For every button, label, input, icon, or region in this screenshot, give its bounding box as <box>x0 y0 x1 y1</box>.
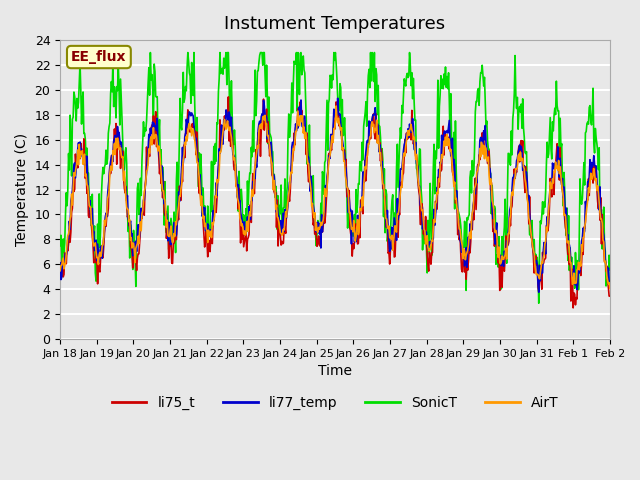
li75_t <box>570 305 577 311</box>
AirT <box>56 268 64 274</box>
SonicT <box>123 161 131 167</box>
SonicT <box>67 112 74 118</box>
Y-axis label: Temperature (C): Temperature (C) <box>15 133 29 246</box>
li75_t <box>208 233 216 239</box>
SonicT <box>403 73 410 79</box>
li75_t <box>225 94 232 100</box>
li77_temp <box>403 132 410 137</box>
AirT <box>67 216 74 222</box>
SonicT <box>56 243 64 249</box>
SonicT <box>179 70 187 75</box>
AirT <box>123 204 131 210</box>
AirT <box>332 103 340 109</box>
li75_t <box>606 293 614 299</box>
AirT <box>419 207 426 213</box>
SonicT <box>209 209 216 215</box>
AirT <box>208 235 216 240</box>
SonicT <box>147 50 154 56</box>
li75_t <box>123 198 131 204</box>
li77_temp <box>179 144 186 150</box>
li77_temp <box>123 198 131 204</box>
li75_t <box>403 130 410 136</box>
li77_temp <box>67 226 74 232</box>
SonicT <box>535 300 543 306</box>
Text: EE_flux: EE_flux <box>71 50 127 64</box>
SonicT <box>419 247 426 253</box>
Line: li75_t: li75_t <box>60 97 610 308</box>
Line: AirT: AirT <box>60 106 610 288</box>
li75_t <box>56 266 64 272</box>
li75_t <box>419 205 426 211</box>
Line: li77_temp: li77_temp <box>60 98 610 292</box>
li77_temp <box>334 96 342 101</box>
X-axis label: Time: Time <box>318 364 352 378</box>
Line: SonicT: SonicT <box>60 53 610 303</box>
SonicT <box>606 267 614 273</box>
Legend: li75_t, li77_temp, SonicT, AirT: li75_t, li77_temp, SonicT, AirT <box>106 391 564 416</box>
li77_temp <box>606 279 614 285</box>
li77_temp <box>535 289 543 295</box>
li77_temp <box>56 260 64 265</box>
Title: Instument Temperatures: Instument Temperatures <box>225 15 445 33</box>
AirT <box>179 166 186 172</box>
li75_t <box>67 239 74 245</box>
li75_t <box>179 179 186 184</box>
AirT <box>606 285 614 291</box>
li77_temp <box>208 229 216 235</box>
AirT <box>403 138 410 144</box>
li77_temp <box>419 226 426 232</box>
